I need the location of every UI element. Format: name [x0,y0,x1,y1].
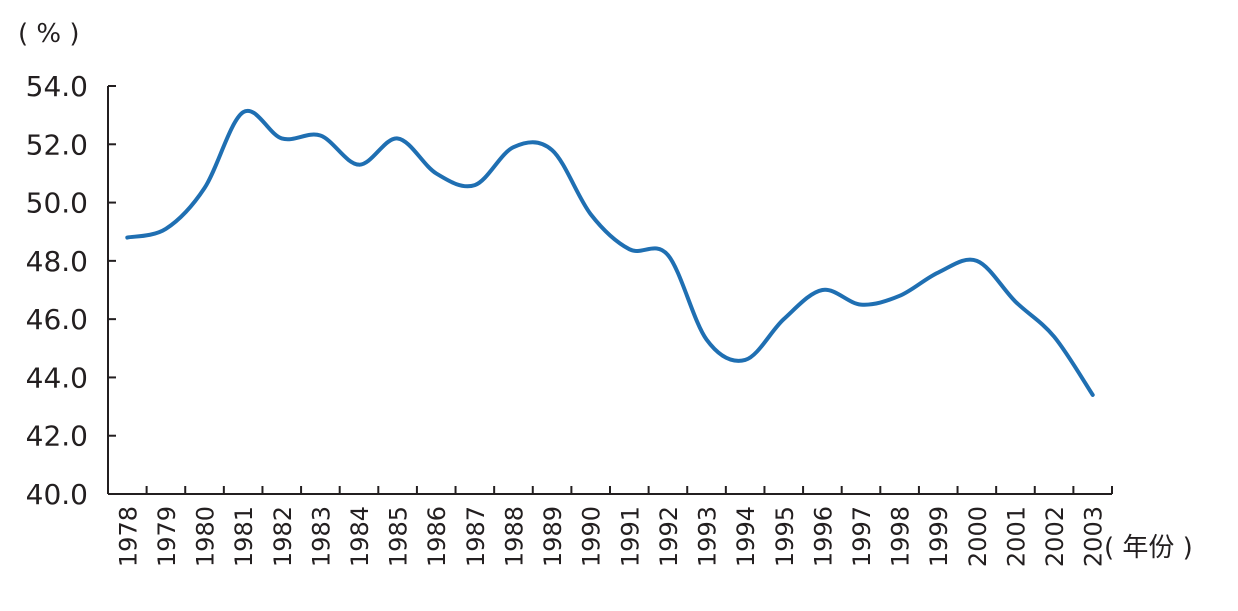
x-tick-label: 1988 [500,506,528,567]
data-point [627,247,631,251]
series-line [125,108,1095,397]
x-axis-ticks: 1978 1979 1980 1981 1982 1983 1984 1985 1986 1987… [114,486,1113,567]
y-tick-label: 40.0 [26,478,88,511]
data-point [511,145,515,149]
data-point [743,358,747,362]
x-tick-label: 1978 [114,506,142,567]
x-tick-label: 2000 [964,506,992,567]
data-point [318,134,322,138]
x-tick-label: 1982 [269,506,297,567]
y-tick-label: 52.0 [26,128,88,161]
x-tick-label: 1990 [578,506,606,567]
data-point [589,212,593,216]
x-tick-label: 1996 [809,506,837,567]
data-point [396,136,400,140]
data-point [550,148,554,152]
x-tick-label: 1980 [192,506,220,567]
data-point [898,294,902,298]
x-tick-label: 1979 [153,506,181,567]
y-tick-label: 46.0 [26,303,88,336]
data-point [859,303,863,307]
data-point [473,183,477,187]
data-point [936,271,940,275]
x-tick-label: 1981 [230,506,258,567]
data-point [203,186,207,190]
data-point [1013,300,1017,304]
x-tick-label: 1986 [423,506,451,567]
y-axis-ticks: 40.0 42.0 44.0 46.0 48.0 50.0 52.0 54.0 [26,70,116,511]
y-axis-unit-label: ( % ) [18,19,80,49]
x-tick-label: 1992 [655,506,683,567]
data-point [1091,393,1095,397]
data-point [241,110,245,114]
x-tick-label: 1987 [462,506,490,567]
data-point [125,236,129,240]
y-tick-label: 44.0 [26,361,88,394]
x-tick-label: 1993 [694,506,722,567]
data-point [357,163,361,167]
x-tick-label: 1989 [539,506,567,567]
x-tick-label: 1999 [925,506,953,567]
x-tick-label: 1991 [616,506,644,567]
data-point [164,227,168,231]
x-tick-label: 1985 [385,506,413,567]
x-tick-label: 1983 [307,506,335,567]
data-point [280,136,284,140]
data-point [782,317,786,321]
series-group [125,108,1095,397]
y-tick-label: 48.0 [26,245,88,278]
x-tick-label: 1997 [848,506,876,567]
x-tick-label: 1998 [887,506,915,567]
y-tick-label: 50.0 [26,187,88,220]
axes [107,86,1112,495]
data-point [705,338,709,342]
x-axis-unit-label: ( 年份 ) [1104,533,1193,563]
data-point [1052,335,1056,339]
x-tick-label: 1995 [771,506,799,567]
data-point [434,171,438,175]
x-tick-label: 2002 [1041,506,1069,567]
x-tick-label: 2003 [1080,506,1108,567]
data-point [666,253,670,257]
x-tick-label: 2001 [1002,506,1030,567]
data-point [820,288,824,292]
x-tick-label: 1994 [732,506,760,567]
y-tick-label: 54.0 [26,70,88,103]
x-tick-label: 1984 [346,506,374,567]
data-point [975,259,979,263]
y-tick-label: 42.0 [26,420,88,453]
